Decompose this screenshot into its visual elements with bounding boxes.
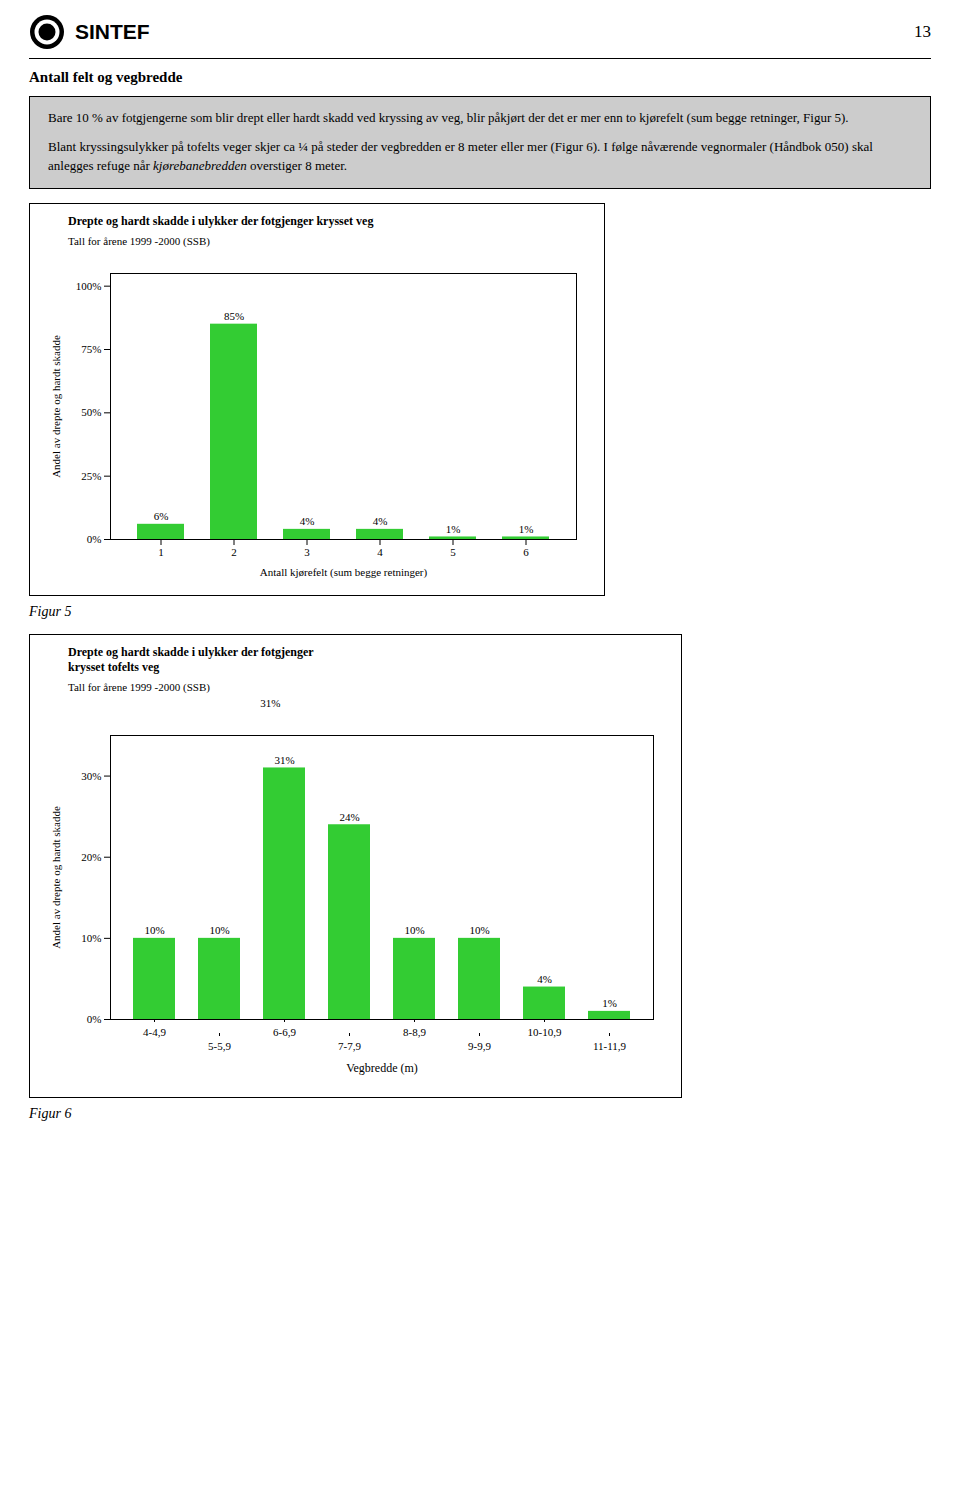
svg-text:6-6,9: 6-6,9 — [273, 1026, 296, 1038]
svg-text:31%: 31% — [274, 753, 294, 765]
svg-text:24%: 24% — [339, 810, 359, 822]
svg-text:1%: 1% — [446, 522, 461, 534]
svg-text:3: 3 — [304, 546, 310, 558]
svg-text:4%: 4% — [300, 515, 315, 527]
html-text:Figur 5: Figur 5 — [29, 603, 72, 619]
html-text:Tall for årene 1999 -2000 (SSB: Tall for årene 1999 -2000 (SSB) — [68, 234, 210, 247]
svg-text:20%: 20% — [81, 850, 101, 862]
html-text:Blant kryssingsulykker på tofe: Blant kryssingsulykker på tofelts veger … — [48, 138, 873, 173]
html-text:Drepte og hardt skadde i ulykk: Drepte og hardt skadde i ulykker der fot… — [68, 644, 314, 659]
svg-text:100%: 100% — [76, 279, 102, 291]
svg-text:9-9,9: 9-9,9 — [468, 1040, 491, 1052]
svg-text:8-8,9: 8-8,9 — [403, 1026, 426, 1038]
svg-text:10%: 10% — [81, 931, 101, 943]
svg-text:11-11,9: 11-11,9 — [593, 1040, 627, 1052]
svg-text:10%: 10% — [404, 924, 424, 936]
svg-text:2: 2 — [231, 546, 237, 558]
html-text:Drepte og hardt skadde i ulykk: Drepte og hardt skadde i ulykker der fot… — [68, 213, 374, 228]
svg-text:Andel av drepte og hardt skadd: Andel av drepte og hardt skadde — [50, 335, 62, 478]
svg-text:Antall kjørefelt (sum begge re: Antall kjørefelt (sum begge retninger) — [260, 565, 428, 578]
html-text:31%: 31% — [260, 696, 281, 709]
svg-text:10-10,9: 10-10,9 — [528, 1026, 562, 1038]
svg-text:6%: 6% — [154, 510, 169, 522]
svg-text:1%: 1% — [519, 522, 534, 534]
html-text:Figur 6: Figur 6 — [29, 1105, 72, 1121]
svg-text:1: 1 — [158, 546, 164, 558]
svg-text:10%: 10% — [469, 924, 489, 936]
svg-text:5-5,9: 5-5,9 — [208, 1040, 231, 1052]
svg-text:Vegbredde (m): Vegbredde (m) — [346, 1061, 418, 1075]
html-text:krysset tofelts veg: krysset tofelts veg — [68, 659, 160, 674]
svg-text:10%: 10% — [209, 924, 229, 936]
svg-text:0%: 0% — [87, 1013, 102, 1025]
svg-text:7-7,9: 7-7,9 — [338, 1040, 361, 1052]
svg-text:1%: 1% — [602, 997, 617, 1009]
html-text:13: 13 — [914, 22, 931, 41]
svg-text:4: 4 — [377, 546, 383, 558]
svg-text:25%: 25% — [81, 469, 101, 481]
svg-text:5: 5 — [450, 546, 456, 558]
svg-text:4-4,9: 4-4,9 — [143, 1026, 166, 1038]
html-text:Tall for årene 1999 -2000 (SSB: Tall for årene 1999 -2000 (SSB) — [68, 680, 210, 693]
svg-text:0%: 0% — [87, 533, 102, 545]
html-text:Antall felt og vegbredde: Antall felt og vegbredde — [29, 69, 183, 85]
svg-text:30%: 30% — [81, 769, 101, 781]
svg-text:6: 6 — [523, 546, 529, 558]
svg-text:75%: 75% — [81, 343, 101, 355]
html-text:SINTEF: SINTEF — [75, 20, 150, 43]
svg-text:50%: 50% — [81, 406, 101, 418]
svg-text:85%: 85% — [224, 310, 244, 322]
svg-text:4%: 4% — [537, 973, 552, 985]
svg-text:4%: 4% — [373, 515, 388, 527]
svg-text:10%: 10% — [144, 924, 164, 936]
svg-text:Andel av drepte og hardt skadd: Andel av drepte og hardt skadde — [50, 806, 62, 949]
html-text:Bare 10 % av fotgjengerne som: Bare 10 % av fotgjengerne som blir drept… — [48, 110, 849, 125]
